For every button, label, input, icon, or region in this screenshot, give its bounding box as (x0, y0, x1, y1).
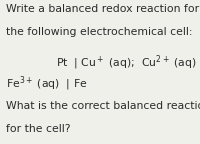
Text: the following electrochemical cell:: the following electrochemical cell: (6, 27, 192, 37)
Text: Pt  | Cu$^+$ (aq);  Cu$^{2+}$ (aq) $\|$: Pt | Cu$^+$ (aq); Cu$^{2+}$ (aq) $\|$ (56, 53, 200, 72)
Text: Fe$^{3+}$ (aq)  | Fe: Fe$^{3+}$ (aq) | Fe (6, 75, 87, 93)
Text: for the cell?: for the cell? (6, 124, 70, 134)
Text: Write a balanced redox reaction for: Write a balanced redox reaction for (6, 4, 199, 14)
Text: What is the correct balanced reaction: What is the correct balanced reaction (6, 101, 200, 111)
